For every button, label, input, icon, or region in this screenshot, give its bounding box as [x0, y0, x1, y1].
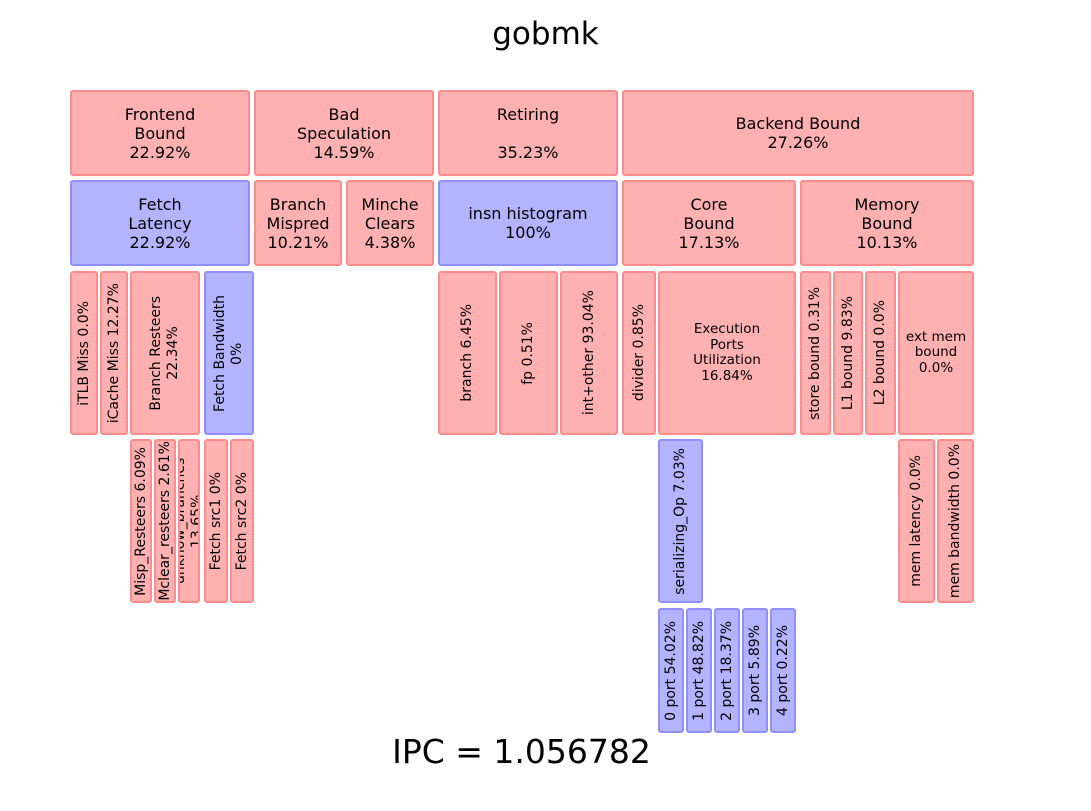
divider-box: divider 0.85%	[622, 271, 656, 435]
ipc-label: IPC = 1.056782	[392, 732, 651, 771]
branch-label: branch 6.45%	[459, 304, 475, 402]
port2-label: 2 port 18.37%	[718, 620, 735, 721]
int-other-box: int+other 93.04%	[560, 271, 618, 435]
l2-bound-label: L2 bound 0.0%	[872, 300, 888, 406]
backend-bound-label: Backend Bound 27.26%	[735, 114, 861, 152]
icache-miss-box: iCache Miss 12.27%	[100, 271, 128, 435]
minche-clears-label: Minche Clears 4.38%	[361, 194, 419, 252]
itlb-miss-box: iTLB Miss 0.0%	[70, 271, 98, 435]
frontend-bound-box: Frontend Bound 22.92%	[70, 90, 250, 176]
fetch-bandwidth-box: Fetch Bandwidth 0%	[204, 271, 254, 435]
port4-box: 4 port 0.22%	[770, 608, 796, 733]
fetch-src1-box: Fetch src1 0%	[204, 439, 228, 603]
mem-bandwidth-box: mem bandwidth 0.0%	[937, 439, 974, 603]
mem-latency-box: mem latency 0.0%	[898, 439, 935, 603]
fetch-latency-box: Fetch Latency 22.92%	[70, 180, 250, 266]
execution-ports-label: Execution Ports Utilization 16.84%	[693, 321, 761, 384]
memory-bound-box: Memory Bound 10.13%	[800, 180, 974, 266]
int-other-label: int+other 93.04%	[580, 290, 597, 416]
misp-resteers-label: Misp_Resteers 6.09%	[132, 446, 149, 596]
fetch-bandwidth-label: Fetch Bandwidth 0%	[212, 294, 245, 412]
fetch-src1-label: Fetch src1 0%	[207, 471, 224, 571]
retiring-box: Retiring 35.23%	[438, 90, 618, 176]
port0-box: 0 port 54.02%	[658, 608, 684, 733]
mem-bandwidth-label: mem bandwidth 0.0%	[947, 443, 963, 599]
misp-resteers-box: Misp_Resteers 6.09%	[130, 439, 152, 603]
retiring-label: Retiring 35.23%	[496, 104, 560, 162]
fetch-latency-label: Fetch Latency 22.92%	[128, 194, 192, 252]
minche-clears-box: Minche Clears 4.38%	[346, 180, 434, 266]
itlb-miss-label: iTLB Miss 0.0%	[75, 300, 92, 406]
branch-mispred-box: Branch Mispred 10.21%	[254, 180, 342, 266]
fp-label: fp 0.51%	[520, 321, 536, 385]
serializing-op-box: serializing_Op 7.03%	[658, 439, 703, 603]
l1-bound-box: L1 bound 9.83%	[833, 271, 863, 435]
core-bound-label: Core Bound 17.13%	[678, 194, 740, 252]
l2-bound-box: L2 bound 0.0%	[865, 271, 896, 435]
icache-miss-label: iCache Miss 12.27%	[105, 282, 122, 424]
mclear-resteers-label: Mclear_resteers 2.61%	[156, 441, 173, 601]
unknow-branches-box: unknow_branches 13.65%	[178, 439, 200, 603]
unknow-branches-label: unknow_branches 13.65%	[178, 457, 200, 585]
frontend-bound-label: Frontend Bound 22.92%	[124, 104, 196, 162]
fetch-src2-label: Fetch src2 0%	[233, 471, 250, 571]
port1-box: 1 port 48.82%	[686, 608, 712, 733]
branch-resteers-label: Branch Resteers 22.34%	[148, 295, 181, 411]
backend-bound-box: Backend Bound 27.26%	[622, 90, 974, 176]
l1-bound-label: L1 bound 9.83%	[839, 295, 856, 411]
store-bound-label: store bound 0.31%	[807, 286, 823, 420]
port1-label: 1 port 48.82%	[690, 620, 707, 721]
store-bound-box: store bound 0.31%	[800, 271, 831, 435]
port0-label: 0 port 54.02%	[662, 620, 679, 721]
divider-label: divider 0.85%	[630, 304, 647, 402]
bad-speculation-box: Bad Speculation 14.59%	[254, 90, 434, 176]
port2-box: 2 port 18.37%	[714, 608, 740, 733]
chart-title: gobmk	[492, 16, 599, 52]
port3-label: 3 port 5.89%	[746, 625, 763, 716]
execution-ports-box: Execution Ports Utilization 16.84%	[658, 271, 796, 435]
ext-mem-bound-box: ext mem bound 0.0%	[898, 271, 974, 435]
memory-bound-label: Memory Bound 10.13%	[854, 194, 920, 252]
branch-resteers-box: Branch Resteers 22.34%	[130, 271, 200, 435]
branch-mispred-label: Branch Mispred 10.21%	[266, 194, 330, 252]
fp-box: fp 0.51%	[499, 271, 558, 435]
port4-label: 4 port 0.22%	[774, 625, 791, 716]
insn-histogram-box: insn histogram 100%	[438, 180, 618, 266]
core-bound-box: Core Bound 17.13%	[622, 180, 796, 266]
port3-box: 3 port 5.89%	[742, 608, 768, 733]
mclear-resteers-box: Mclear_resteers 2.61%	[154, 439, 176, 603]
mem-latency-label: mem latency 0.0%	[908, 455, 924, 587]
ext-mem-bound-label: ext mem bound 0.0%	[905, 328, 967, 376]
serializing-op-label: serializing_Op 7.03%	[672, 447, 688, 595]
insn-histogram-label: insn histogram 100%	[468, 204, 588, 242]
fetch-src2-box: Fetch src2 0%	[230, 439, 254, 603]
bad-speculation-label: Bad Speculation 14.59%	[297, 104, 391, 162]
branch-box: branch 6.45%	[438, 271, 497, 435]
